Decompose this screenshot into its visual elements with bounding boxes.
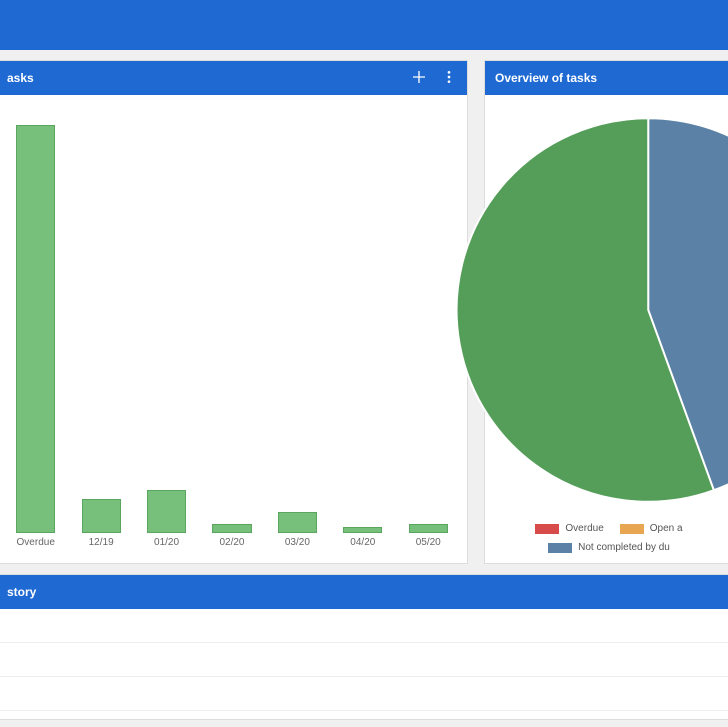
bar[interactable] <box>212 524 251 533</box>
legend-swatch <box>548 543 572 553</box>
overview-pie-panel-header: Overview of tasks <box>485 61 728 95</box>
overview-pie-panel-title: Overview of tasks <box>495 71 723 85</box>
legend-item[interactable]: Open a <box>620 523 683 534</box>
bar[interactable] <box>82 499 121 533</box>
bar-label: 12/19 <box>68 533 133 557</box>
history-row[interactable] <box>0 677 728 711</box>
history-row[interactable] <box>0 609 728 643</box>
bar[interactable] <box>409 524 448 533</box>
legend-swatch <box>620 524 644 534</box>
legend-label: Open a <box>650 523 683 534</box>
legend-item[interactable]: Overdue <box>535 523 603 534</box>
legend-label: Not completed by du <box>578 542 670 553</box>
history-panel-title: story <box>7 585 36 599</box>
bar[interactable] <box>147 490 186 533</box>
bar-slot <box>3 103 68 533</box>
bar-slot <box>199 103 264 533</box>
bar-label: Overdue <box>3 533 68 557</box>
legend-label: Overdue <box>565 523 603 534</box>
bar-slot <box>68 103 133 533</box>
history-panel-header: story <box>0 575 728 609</box>
tasks-bar-panel-actions <box>411 69 457 88</box>
tasks-bar-panel: asks Overdue12/1901/2002/2003/2004/2005/… <box>0 60 468 564</box>
overview-pie-panel: Overview of tasks Overdue Open a Not compl… <box>484 60 728 564</box>
tasks-bar-panel-title: asks <box>7 71 411 85</box>
pie-chart <box>491 103 727 517</box>
add-icon[interactable] <box>411 69 427 88</box>
bar-slot <box>330 103 395 533</box>
tasks-bar-panel-header: asks <box>0 61 467 95</box>
pie-chart-wrap: Overdue Open a Not completed by du <box>491 103 727 557</box>
bar-label: 05/20 <box>396 533 461 557</box>
bar-slot <box>396 103 461 533</box>
more-vert-icon[interactable] <box>441 69 457 88</box>
legend-swatch <box>535 524 559 534</box>
bar-slot <box>265 103 330 533</box>
bar-label: 04/20 <box>330 533 395 557</box>
legend-item[interactable]: Not completed by du <box>548 542 670 553</box>
overview-pie-panel-body: Overdue Open a Not completed by du <box>485 95 728 563</box>
bar-chart: Overdue12/1901/2002/2003/2004/2005/20 <box>3 103 461 557</box>
history-panel: story <box>0 574 728 720</box>
bar-label: 03/20 <box>265 533 330 557</box>
dashboard-panels-row: asks Overdue12/1901/2002/2003/2004/2005/… <box>0 50 728 574</box>
tasks-bar-panel-body: Overdue12/1901/2002/2003/2004/2005/20 <box>0 95 467 563</box>
pie-legend: Overdue Open a Not completed by du <box>491 517 727 557</box>
history-row[interactable] <box>0 643 728 677</box>
top-app-bar <box>0 0 728 50</box>
bar-slot <box>134 103 199 533</box>
bar-label: 01/20 <box>134 533 199 557</box>
bar[interactable] <box>278 512 317 534</box>
bar[interactable] <box>16 125 55 534</box>
history-panel-body <box>0 609 728 719</box>
bar-label: 02/20 <box>199 533 264 557</box>
